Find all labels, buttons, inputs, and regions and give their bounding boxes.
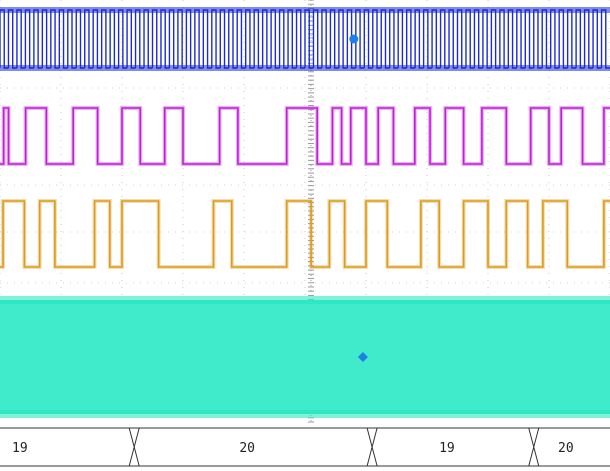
bus-decode-row: 19 20 19 20 (0, 427, 610, 467)
trace-channel-3 (0, 200, 610, 268)
bus-segment-label: 19 (12, 441, 28, 456)
trace-channel-4-envelope (0, 300, 610, 414)
trace-channel-4-high-rail (0, 296, 610, 304)
trace-channel-4-low-rail (0, 410, 610, 418)
bus-segment-label: 20 (239, 441, 255, 456)
trigger-diamond-marker (357, 352, 368, 362)
bus-segment-label: 19 (439, 441, 455, 456)
marker-layer (349, 34, 368, 362)
trace-channel-2 (0, 107, 610, 165)
trace-area (0, 7, 610, 418)
bus-transition (366, 427, 378, 467)
trace-channel-1 (0, 9, 610, 69)
trace-channel-2-noise (0, 106, 610, 166)
trace-channel-4-body (0, 304, 610, 410)
bus-segment-label: 20 (558, 441, 574, 456)
bus-transition (128, 427, 140, 467)
trace-channel-1-low-rail (0, 65, 610, 71)
trace-channel-1-high-rail (0, 7, 610, 13)
bus-transition (528, 427, 540, 467)
trigger-circle-marker (349, 34, 359, 44)
